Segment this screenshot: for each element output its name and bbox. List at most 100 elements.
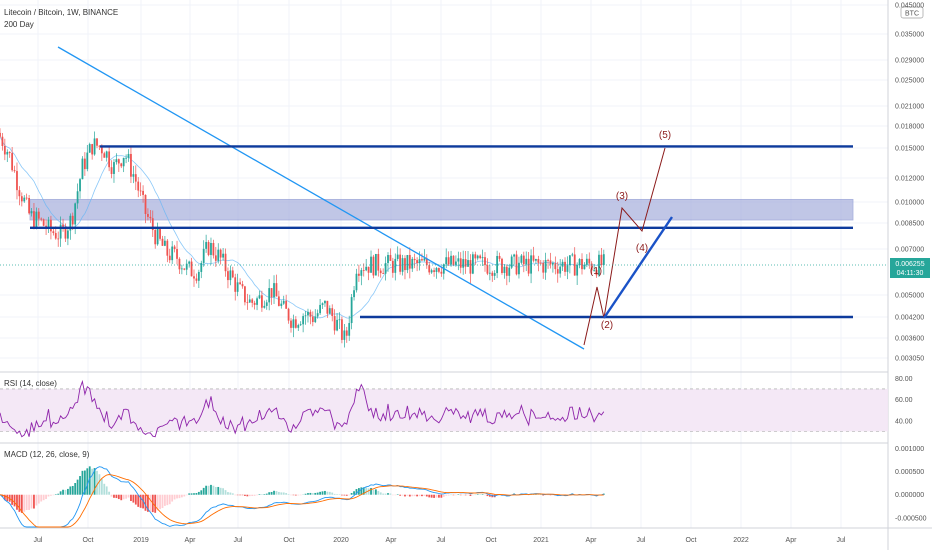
candle-body: [350, 297, 353, 324]
price-axis[interactable]: 0.045000 0.035000 0.029000 0.025000 0.021000…: [895, 3, 924, 363]
candle-body: [299, 324, 302, 326]
candle-body: [166, 240, 169, 256]
time-axis[interactable]: Jul Oct 2019 Apr Jul Oct 2020 Apr Jul Oct 2021 Apr J…: [34, 537, 846, 544]
candle-body: [503, 266, 506, 273]
price-tick-label: 0.010000: [895, 200, 924, 207]
candle-body: [564, 261, 566, 272]
candle-body: [110, 167, 113, 174]
macd-histogram-bar: [452, 494, 455, 496]
candle-body: [493, 273, 496, 276]
candle-body: [219, 249, 222, 258]
macd-histogram-bar: [416, 494, 418, 497]
candle-body: [333, 316, 336, 331]
candle-body: [515, 254, 518, 275]
macd-histogram-bar: [42, 494, 45, 501]
time-tick-label: 2021: [533, 537, 549, 544]
candle-body: [488, 272, 491, 274]
macd-histogram-bar: [282, 492, 285, 495]
macd-histogram-bar: [234, 494, 237, 496]
macd-histogram-bar: [54, 494, 57, 495]
currency-badge[interactable]: BTC: [900, 6, 924, 19]
candle-body: [76, 191, 79, 204]
candle-body: [258, 295, 261, 299]
descending-trendline[interactable]: [57, 46, 585, 350]
macd-histogram-bar: [377, 490, 380, 495]
macd-histogram-bar: [404, 494, 406, 497]
macd-histogram-bar: [137, 494, 140, 507]
candle-body: [180, 268, 183, 270]
candle-body: [452, 255, 455, 265]
candle-body: [20, 196, 23, 202]
candle-body: [183, 268, 186, 270]
candle-body: [212, 242, 215, 256]
candle-body: [578, 259, 581, 266]
macd-histogram-bar: [195, 493, 198, 495]
macd-histogram-bar: [488, 494, 491, 497]
candle-body: [360, 270, 363, 276]
candle-body: [54, 233, 57, 239]
macd-histogram-bar: [76, 479, 79, 495]
candle-body: [205, 242, 208, 249]
candle-body: [326, 300, 329, 314]
candle-body: [168, 255, 171, 261]
macd-histogram-bar: [268, 492, 271, 495]
candle-body: [285, 300, 288, 309]
macd-histogram-bar: [23, 494, 26, 512]
wave-label: (1): [590, 266, 602, 277]
candle-body: [566, 265, 569, 272]
macd-histogram-bar: [408, 494, 411, 497]
macd-histogram-bar: [423, 494, 426, 496]
macd-histogram-bar: [236, 494, 239, 496]
candle-body: [595, 269, 598, 276]
macd-histogram-bar: [190, 493, 193, 495]
resistance-zone[interactable]: [29, 198, 854, 221]
candle-body: [59, 224, 62, 239]
candle-body: [561, 261, 564, 267]
macd-histogram-bar: [185, 494, 188, 496]
macd-histogram-bar: [479, 494, 482, 495]
candle-body: [447, 257, 450, 265]
candle-body: [467, 260, 469, 267]
time-tick-label: Apr: [185, 537, 197, 544]
macd-histogram-bar: [413, 494, 416, 497]
candle-body: [532, 255, 535, 261]
macd-histogram-bar: [425, 494, 428, 497]
candle-body: [1, 136, 4, 147]
candle-body: [435, 268, 438, 272]
macd-histogram-bar: [297, 494, 300, 496]
macd-histogram-bar: [275, 491, 278, 495]
macd-histogram-bar: [292, 494, 295, 496]
macd-histogram-bar: [91, 468, 94, 495]
elliott-wave-projection[interactable]: [583, 147, 666, 346]
candle-body: [108, 151, 111, 168]
candle-body: [309, 311, 312, 317]
candle-body: [248, 299, 251, 303]
candle-body: [98, 145, 101, 147]
wave-4-support-line[interactable]: [603, 216, 673, 319]
candle-body: [358, 273, 360, 276]
price-tick-label: 0.004200: [895, 315, 924, 322]
candle-body: [394, 258, 397, 273]
candle-body: [549, 260, 552, 265]
macd-histogram-bar: [265, 493, 268, 495]
macd-histogram-bar: [159, 494, 161, 510]
candle-body: [379, 270, 382, 274]
macd-histogram-bar: [33, 494, 35, 509]
macd-axis: 0.001000 0.000500 0.000000 -0.000500: [895, 446, 927, 522]
candle-body: [62, 224, 64, 227]
macd-histogram-bar: [365, 487, 368, 495]
macd-histogram-bar: [59, 491, 62, 495]
candle-body: [91, 144, 94, 155]
macd-histogram-bar: [481, 494, 484, 495]
macd-histogram-bar: [122, 494, 125, 500]
macd-histogram-bar: [421, 494, 423, 497]
macd-histogram-bar: [88, 466, 91, 495]
candle-body: [522, 255, 525, 265]
macd-histogram-bar: [210, 484, 212, 495]
candle-body: [450, 255, 452, 265]
horizontal-levels[interactable]: [30, 145, 853, 319]
macd-histogram-bar: [428, 494, 431, 498]
macd-histogram-bar: [28, 494, 30, 510]
candle-body: [542, 262, 545, 273]
